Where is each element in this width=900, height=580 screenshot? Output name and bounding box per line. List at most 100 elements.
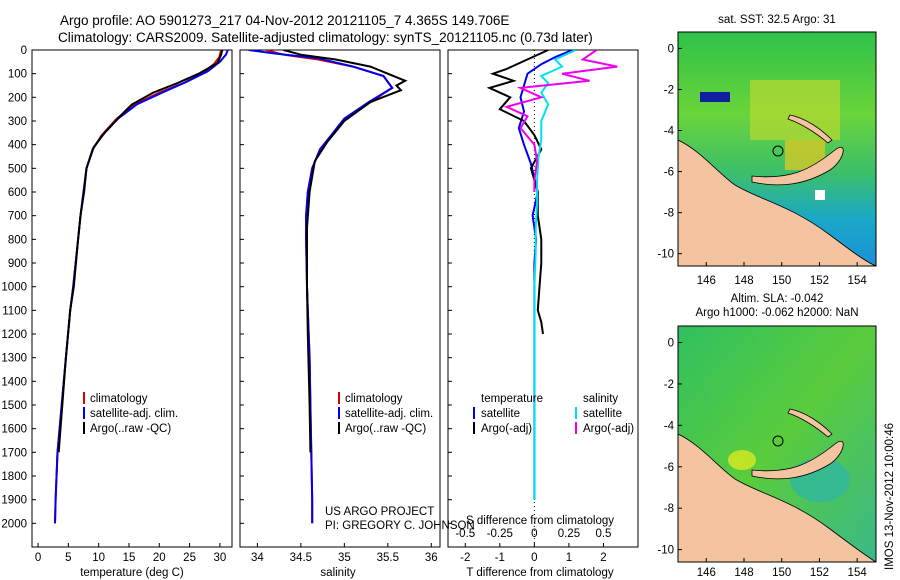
x-tick-label: 34 — [251, 552, 264, 564]
difference-axes — [447, 49, 639, 548]
legend-label: satellite — [481, 408, 520, 420]
y-tick-label: 1000 — [1, 282, 27, 294]
sla-map-title-2: Argo h1000: -0.062 h2000: NaN — [695, 307, 858, 319]
x-tick-label: 10 — [92, 552, 105, 564]
map-x-tick-label: 146 — [697, 275, 716, 287]
x-tick-label: 34.5 — [290, 552, 312, 564]
legend-label: Argo(-adj) — [583, 423, 634, 435]
x-ticks: 0 5 10 15 20 25 30 34 34.5 35 35.5 36 -2 -1 0 1 2 -0.5 -0.… — [35, 528, 612, 564]
map-y-tick-label: -10 — [657, 249, 674, 261]
y-tick-label: 2000 — [1, 518, 27, 530]
series-line-argo-raw-qc- — [283, 50, 408, 453]
title-line-2: Climatology: CARS2009. Satellite-adjuste… — [58, 30, 593, 45]
map-y-tick-label: 0 — [668, 338, 674, 350]
y-tick-label: 800 — [8, 234, 27, 246]
depth-axis: 0 100 200 300 400 500 600 700 800 900 1000 1100 1200… — [1, 45, 452, 530]
temperature-axes — [31, 49, 233, 548]
sst-warm-patch — [750, 80, 840, 140]
series-line-climatology — [54, 50, 223, 524]
y-tick-label: 100 — [8, 69, 27, 81]
x-tick-label: 0 — [531, 552, 537, 564]
sst-missing-patch — [815, 190, 825, 200]
y-tick-label: 600 — [8, 187, 27, 199]
series-line-s-satellite — [533, 50, 577, 500]
y-tick-label: 0 — [21, 45, 27, 57]
land-mass-new-britain — [751, 441, 844, 480]
series-line-s-argo-adj- — [503, 50, 618, 192]
y-tick-label: 1200 — [1, 329, 27, 341]
x-tick-label: 1 — [566, 552, 572, 564]
land-mass-new-britain — [751, 147, 844, 186]
map-y-tick-label: -10 — [657, 545, 674, 557]
y-tick-label: 700 — [8, 211, 27, 223]
series-line-satellite-adj-clim- — [54, 50, 229, 524]
legend-label: climatology — [90, 393, 148, 405]
series-line-satellite-adj-clim- — [248, 50, 394, 524]
map-x-tick-label: 148 — [734, 567, 753, 579]
x-tick-label-salinity: 0.5 — [595, 528, 611, 540]
sst-map — [678, 32, 876, 266]
difference-plot — [486, 50, 618, 547]
x-tick-label-salinity: 0.25 — [558, 528, 580, 540]
legend-label: Argo(-adj) — [481, 423, 532, 435]
x-tick-label: 30 — [213, 552, 226, 564]
x-tick-label: 2 — [600, 552, 606, 564]
y-tick-label: 200 — [8, 92, 27, 104]
x-tick-label: 35.5 — [377, 552, 399, 564]
y-tick-label: 1400 — [1, 376, 27, 388]
x-tick-label: 35 — [338, 552, 351, 564]
legend-label: Argo(..raw -QC) — [345, 423, 426, 435]
sla-map — [678, 326, 876, 562]
map-y-tick-label: 0 — [668, 43, 674, 55]
legend-label: satellite-adj. clim. — [345, 408, 433, 420]
map-x-tick-label: 152 — [810, 567, 829, 579]
y-tick-label: 400 — [8, 140, 27, 152]
x-tick-label: 15 — [123, 552, 136, 564]
temperature-xlabel: temperature (deg C) — [80, 567, 184, 579]
legend-heading-temperature: temperature — [481, 393, 543, 405]
x-tick-label: -1 — [495, 552, 505, 564]
x-tick-label-salinity: -0.5 — [455, 528, 475, 540]
temperature-legend: climatology satellite-adj. clim. Argo(..… — [83, 392, 178, 435]
legend-label: climatology — [345, 393, 403, 405]
argo-position-marker — [772, 435, 784, 447]
map-x-tick-label: 154 — [848, 275, 868, 287]
legend-label: satellite — [583, 408, 622, 420]
project-label: US ARGO PROJECT — [325, 506, 434, 518]
title-line-1: Argo profile: AO 5901273_217 04-Nov-2012… — [60, 13, 509, 28]
salinity-plot — [248, 50, 408, 524]
sla-high-patch — [728, 450, 756, 470]
argo-position-marker — [772, 145, 784, 157]
x-tick-label-salinity: -0.25 — [487, 528, 513, 540]
sla-map-frame — [677, 325, 877, 563]
difference-xlabel-top: S difference from climatology — [466, 515, 614, 527]
y-tick-label: 1300 — [1, 353, 27, 365]
sla-map-title-1: Altim. SLA: -0.042 — [731, 293, 824, 305]
map-x-tick-label: 154 — [848, 567, 868, 579]
salinity-legend: climatology satellite-adj. clim. Argo(..… — [338, 392, 433, 435]
x-tick-label: -2 — [460, 552, 470, 564]
difference-legend: temperature satellite Argo(-adj) salinit… — [473, 393, 634, 435]
map-y-tick-label: -8 — [664, 503, 674, 515]
map-x-tick-label: 148 — [734, 275, 753, 287]
x-tick-label: 36 — [425, 552, 438, 564]
x-tick-label: 25 — [183, 552, 196, 564]
map-y-tick-label: -6 — [664, 167, 674, 179]
land-mass-new-ireland — [787, 114, 833, 144]
y-tick-label: 500 — [8, 163, 27, 175]
series-line-climatology — [265, 50, 394, 524]
map-x-tick-label: 146 — [697, 567, 716, 579]
y-tick-label: 1600 — [1, 424, 27, 436]
x-tick-label: 20 — [153, 552, 166, 564]
x-tick-label: 5 — [65, 552, 71, 564]
legend-heading-salinity: salinity — [583, 393, 618, 405]
salinity-axes — [239, 49, 441, 548]
x-tick-label-salinity: 0 — [531, 528, 537, 540]
sst-cold-patch — [700, 92, 730, 102]
map-x-tick-label: 150 — [772, 275, 791, 287]
y-tick-label: 300 — [8, 116, 27, 128]
x-tick-label: 0 — [35, 552, 41, 564]
map-x-tick-label: 150 — [772, 567, 791, 579]
series-line-t-argo-adj- — [486, 50, 549, 335]
